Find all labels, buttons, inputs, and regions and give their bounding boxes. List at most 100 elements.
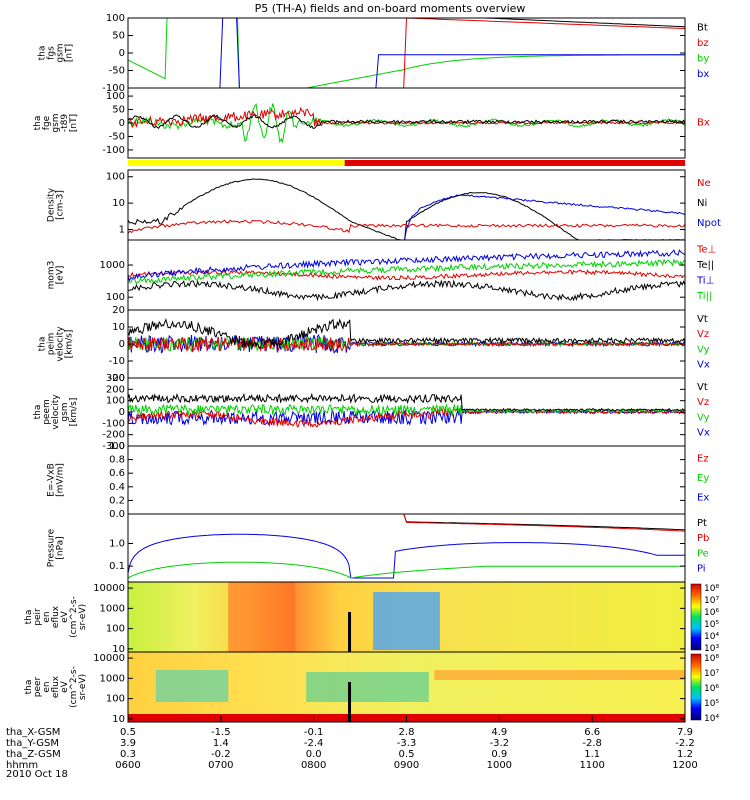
xaxis-row-value: 0.3 <box>120 749 136 760</box>
panel-4-line-Ti⊥ <box>128 249 685 283</box>
panel-1-ylabel: gsm <box>56 43 66 62</box>
panel-10-colorbar-label: 10⁶ <box>704 684 719 694</box>
panel-10-ylabel: eflux <box>51 675 61 698</box>
panel-4-legend-2: Ti⊥ <box>696 276 714 287</box>
panel-9-ytick-label: 100 <box>106 624 125 635</box>
panel-5-line-Vt <box>128 318 685 349</box>
panel-9-ylabel: peir <box>33 608 43 626</box>
panel-4-legend-3: Ti|| <box>696 291 712 302</box>
panel-5-ytick-label: 10 <box>112 322 125 333</box>
xaxis-hhmm-label: 0700 <box>208 760 233 771</box>
panel-4-legend-1: Te|| <box>696 260 714 271</box>
panel-3-ylabel: Density <box>47 187 57 222</box>
panel-10-ylabel: (cm^2-s- <box>69 666 79 708</box>
panel-1-ylabel: fgs <box>47 46 57 60</box>
panel-2-ylabel: gsm <box>51 113 61 132</box>
xaxis-row-value: 0.9 <box>491 749 507 760</box>
panel-3-plot-area <box>128 178 685 240</box>
panel-8-line-Pi <box>128 533 685 579</box>
spectrogram-data-gap <box>348 612 352 652</box>
panel-7-ytick-label: 0.0 <box>109 509 125 520</box>
panel-10-colorbar-label: 10⁸ <box>704 654 719 664</box>
panel-9-colorbar-label: 10⁴ <box>704 632 719 642</box>
panel-2-line-Bz <box>128 106 685 129</box>
panel-1-line-Bt <box>128 18 685 28</box>
xaxis-row-value: -0.1 <box>304 727 324 738</box>
panel-10-colorbar-label: 10⁵ <box>704 699 719 709</box>
spectrogram-mid-flux-region-2 <box>306 672 429 702</box>
panel-10-ylabel: peer <box>33 676 43 697</box>
panel-1-ytick-label: -100 <box>102 83 125 94</box>
panel-9-ylabel: (cm^2-s- <box>69 596 79 638</box>
panel-5-line-Vz <box>128 336 685 353</box>
panel-10-ylabel: tha <box>24 680 34 695</box>
xaxis-row-label-3: hhmm <box>6 760 38 771</box>
date-label: 2010 Oct 18 <box>6 769 68 780</box>
panel-10-colorbar <box>690 653 702 721</box>
panel-9-colorbar-label: 10⁷ <box>704 596 719 606</box>
panel-1-plot-area <box>128 18 685 88</box>
spectrogram-high-energy-band <box>434 670 685 680</box>
panel-7-ylabel: E=-VxB <box>47 463 57 497</box>
panel-8-ylabel: [nPa] <box>56 536 66 559</box>
panel-7-ytick-label: 1.0 <box>109 441 125 452</box>
spectrogram-data-gap <box>348 682 352 722</box>
panel-9-ylabel: eV <box>60 610 70 623</box>
panel-5-ylabel: [km/s] <box>65 330 75 359</box>
xaxis-row-value: -2.4 <box>304 738 324 749</box>
xaxis-row-value: -3.3 <box>397 738 417 749</box>
panel-2-ylabel: -t89 <box>60 114 70 133</box>
panel-10-ylabel: eV <box>60 680 70 693</box>
panel-6-line-Vy <box>128 403 685 417</box>
spectrogram-low-flux-region <box>373 592 440 650</box>
panel-6-ytick-label: 300 <box>106 373 125 384</box>
panel-1-legend-0: Bt <box>697 22 708 33</box>
panel-8-legend-2: Pe <box>697 548 709 559</box>
panel-10-ytick-label: 100 <box>106 694 125 705</box>
panel-6-ytick-label: 100 <box>106 396 125 407</box>
panel-4-plot-area <box>128 249 685 302</box>
panel-3-line-Ni <box>128 178 685 240</box>
panel-10-ylabel: en <box>42 681 52 692</box>
panel-5-legend-0: Vt <box>697 314 708 325</box>
panel-9-colorbar-label: 10⁶ <box>704 608 719 618</box>
panel-5-ytick-label: 20 <box>112 305 125 316</box>
panel-4-line-Te|| <box>128 279 685 302</box>
panel-6-ytick-label: 0 <box>119 407 125 418</box>
xaxis-hhmm-label: 1200 <box>672 760 697 771</box>
panel-1-ytick-label: 100 <box>106 13 125 24</box>
xaxis-row-value: -1.5 <box>211 727 231 738</box>
panel-3-ytick-label: 10 <box>112 198 125 209</box>
panel-9-ylabel: eflux <box>51 605 61 628</box>
panel-1-ytick-label: -50 <box>109 66 125 77</box>
panel-6-line-Vz <box>128 407 685 428</box>
panel-2-plot-area <box>128 102 685 144</box>
panel-9-ylabel: sr-eV) <box>78 604 88 630</box>
panel-1-legend-1: bz <box>697 38 709 49</box>
panel-8-legend-1: Pb <box>697 533 709 544</box>
panel-2-ytick-label: 50 <box>112 105 125 116</box>
panel-6-line-Vt <box>128 392 685 412</box>
panel-3-ytick-label: 1 <box>119 225 125 236</box>
xaxis-row-value: 1.1 <box>584 749 600 760</box>
panel-10-ylabel: sr-eV) <box>78 674 88 700</box>
panel-3-ylabel: [cm-3] <box>56 190 66 220</box>
xaxis-row-label-2: tha_Z-GSM <box>6 749 61 760</box>
panel-6-ytick-label: 200 <box>106 384 125 395</box>
panel-2-ytick-label: -50 <box>109 131 125 142</box>
x-axis-labels: tha_X-GSM 0.5 -1.5 -0.1 2.8 4.9 6.6 7.9 tha_Y-GS… <box>6 716 698 771</box>
panel-9-colorbar-label: 10⁵ <box>704 620 719 630</box>
xaxis-hhmm-label: 0800 <box>301 760 326 771</box>
xaxis-row-value: -2.8 <box>582 738 602 749</box>
panel-4-legend-0: Te⊥ <box>696 244 716 255</box>
panel-7-legend-0: Ez <box>697 454 709 465</box>
panel-5-plot-area <box>128 318 685 354</box>
panel-10-colorbar-label: 10⁷ <box>704 669 719 679</box>
panel-4-ytick-label: 100 <box>106 292 125 303</box>
xaxis-row-value: -3.2 <box>490 738 510 749</box>
panel-5-ylabel: peim <box>47 333 57 356</box>
panel-9-colorbar <box>690 583 702 651</box>
panel-9-ylabel: en <box>42 611 52 622</box>
panel-2-ylabel: fge <box>42 115 52 130</box>
